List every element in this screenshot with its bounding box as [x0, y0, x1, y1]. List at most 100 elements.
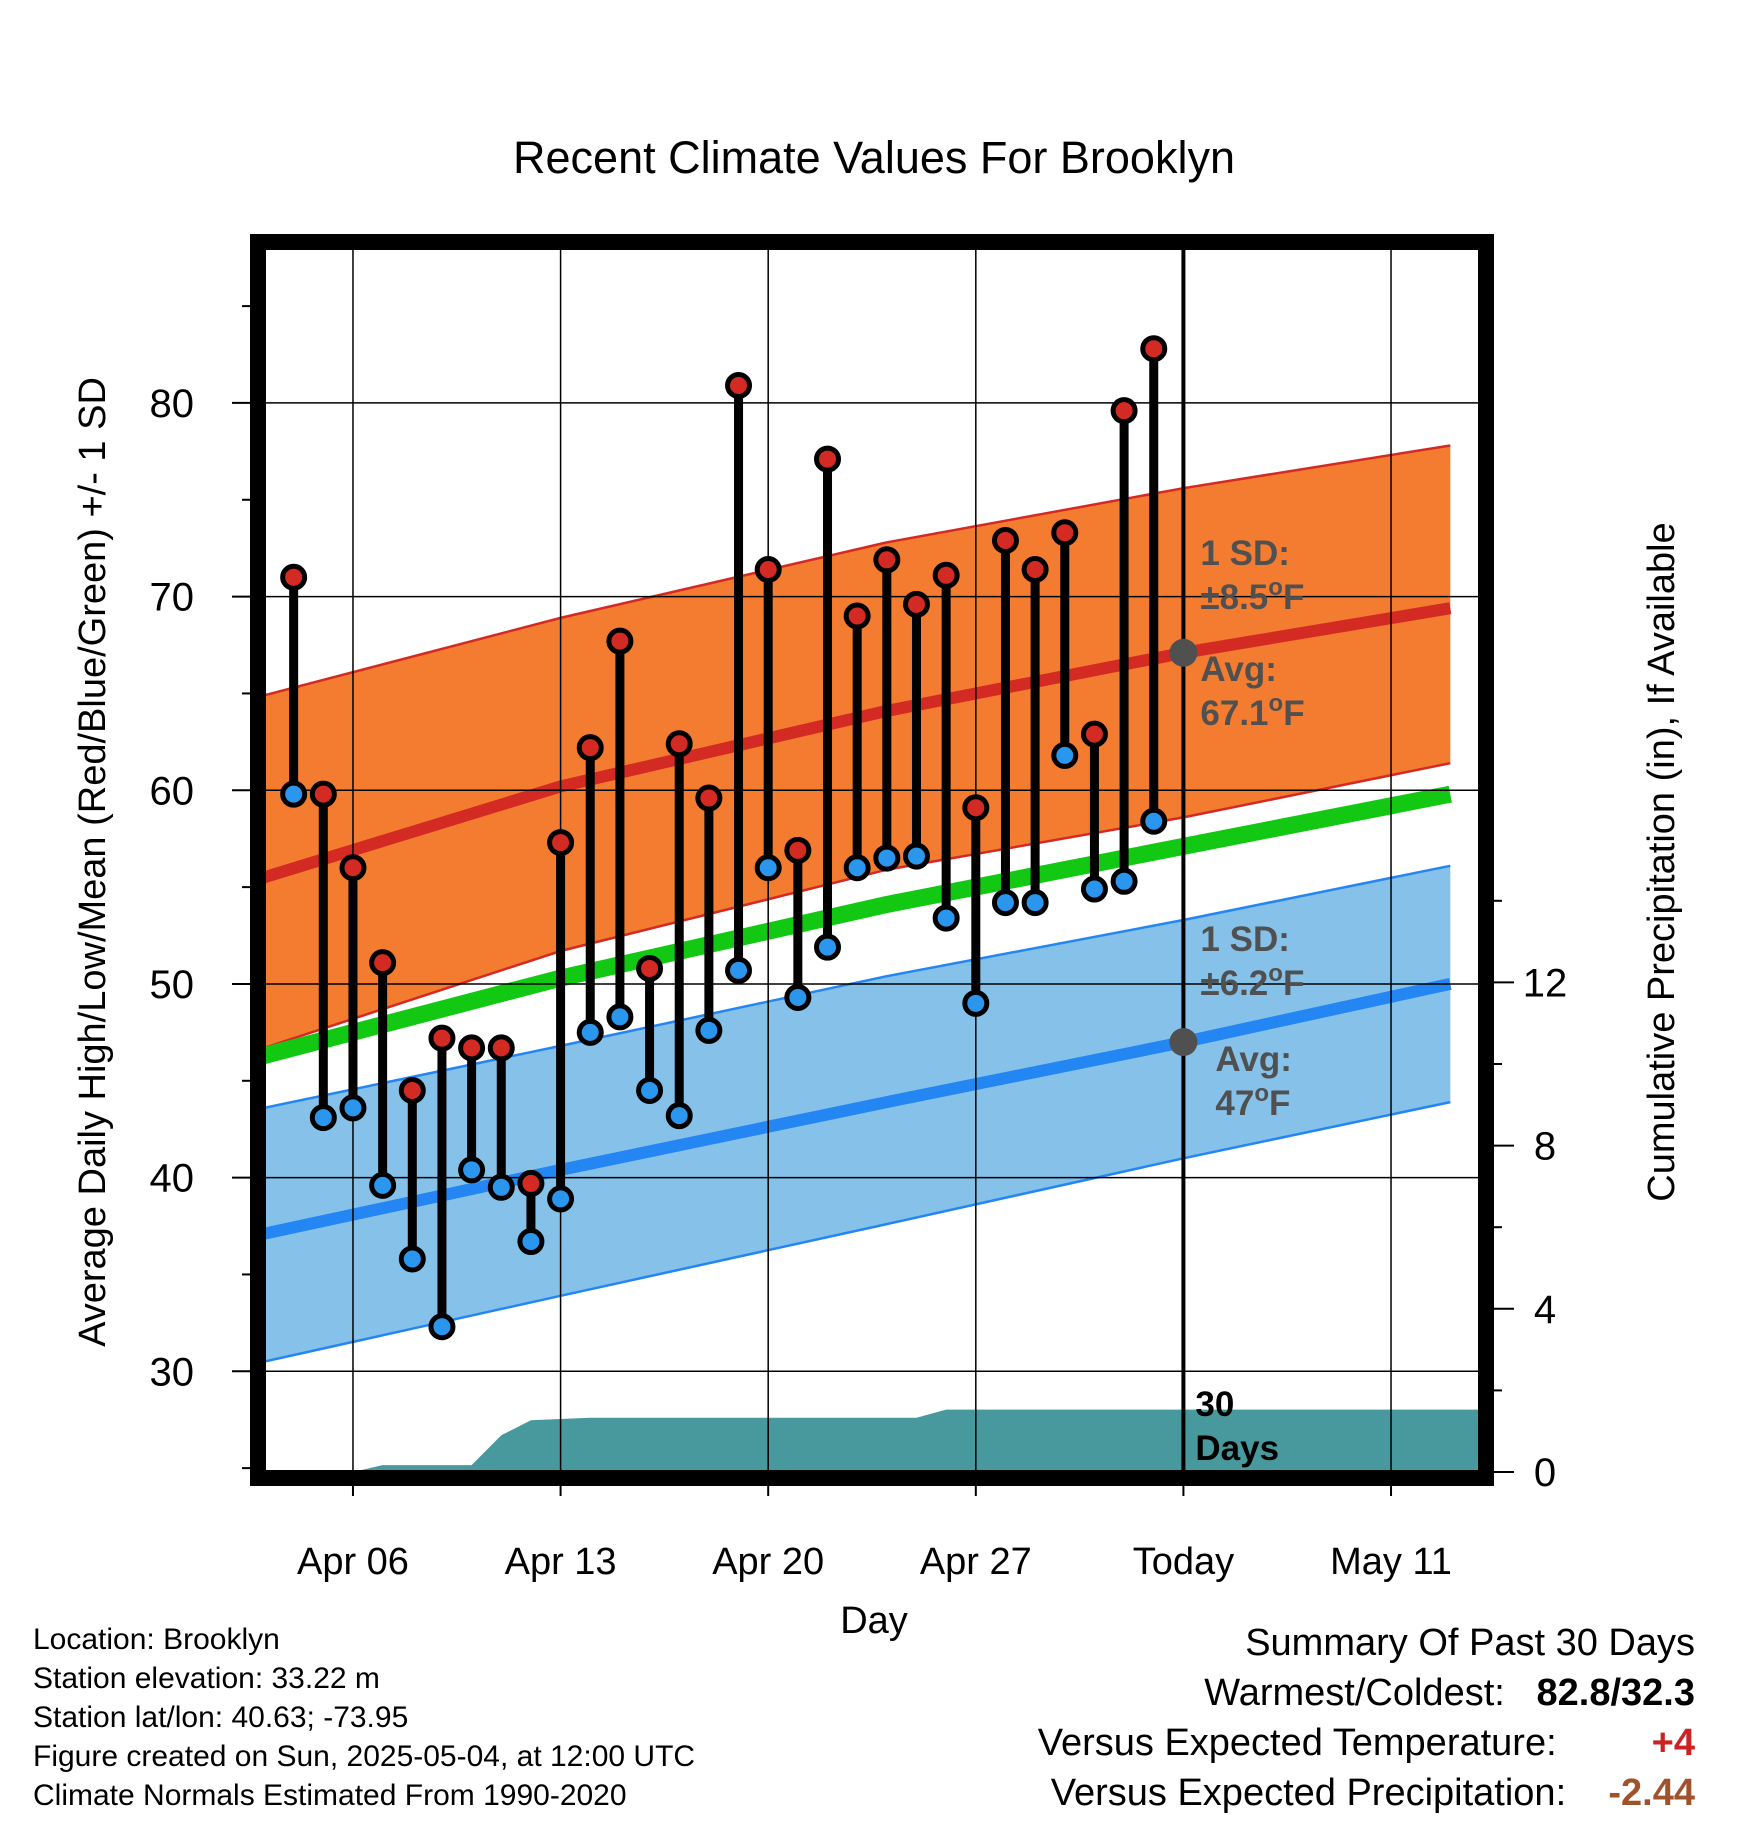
created-text: Figure created on Sun, 2025-05-04, at 12…: [33, 1740, 696, 1773]
daily-low-point: [1021, 889, 1049, 917]
daily-high-point: [725, 372, 753, 400]
daily-high-point: [1051, 519, 1079, 547]
summary-precip-row: Versus Expected Precipitation: -2.44: [1038, 1768, 1695, 1818]
x-axis-label: Day: [840, 1600, 908, 1642]
daily-high-point: [576, 734, 604, 762]
normals-text: Climate Normals Estimated From 1990-2020: [33, 1779, 627, 1812]
daily-high-point: [280, 563, 308, 591]
daily-low-point: [1140, 807, 1168, 835]
warm-cold-label: Warmest/Coldest:: [1204, 1672, 1505, 1714]
y2-axis-label: Cumulative Precipitation (in), If Availa…: [1641, 522, 1683, 1201]
daily-low-point: [1110, 867, 1138, 895]
daily-high-point: [606, 627, 634, 655]
daily-high-point: [398, 1076, 426, 1104]
daily-low-point: [725, 956, 753, 984]
high-avg-annotation-line2: 67.1oF: [1200, 690, 1304, 733]
daily-low-point: [339, 1094, 367, 1122]
x-tick-label: Apr 13: [505, 1541, 617, 1583]
precip-label: Versus Expected Precipitation:: [1050, 1772, 1567, 1814]
temp-value: +4: [1651, 1722, 1695, 1764]
daily-high-point: [517, 1169, 545, 1197]
daily-low-point: [754, 854, 782, 882]
daily-high-point: [1080, 720, 1108, 748]
station-info: Location: Brooklyn Station elevation: 33…: [33, 1620, 695, 1815]
daily-high-point: [873, 546, 901, 574]
daily-high-point: [458, 1034, 486, 1062]
y2-tick-label: 12: [1523, 961, 1568, 1005]
daily-low-point: [280, 780, 308, 808]
daily-low-point: [636, 1076, 664, 1104]
daily-high-point: [1110, 397, 1138, 425]
low-avg-annotation-line1: Avg:: [1215, 1040, 1291, 1079]
x-tick-label: Today: [1133, 1541, 1234, 1583]
days-label-line2: Days: [1195, 1429, 1279, 1468]
daily-high-point: [547, 829, 575, 857]
daily-low-point: [1051, 741, 1079, 769]
plot-frame: [250, 234, 1494, 1486]
latlon-text: Station lat/lon: 40.63; -73.95: [33, 1701, 409, 1734]
high-sd-upper-edge: [264, 444, 1451, 697]
daily-low-point: [873, 844, 901, 872]
daily-high-point: [932, 561, 960, 589]
daily-low-point: [991, 889, 1019, 917]
high-sd-annotation-line2: ±8.5oF: [1200, 574, 1304, 617]
precip-value: -2.44: [1608, 1772, 1695, 1814]
y-tick-label: 30: [150, 1350, 195, 1394]
low-sd-lower-edge: [264, 1100, 1451, 1363]
summary-temp-row: Versus Expected Temperature: +4: [1038, 1718, 1695, 1768]
low-sd-upper-edge: [264, 864, 1451, 1110]
daily-low-point: [784, 984, 812, 1012]
today-high-avg-marker: [1169, 638, 1198, 667]
daily-low-point: [369, 1171, 397, 1199]
daily-high-point: [309, 780, 337, 808]
daily-low-point: [843, 854, 871, 882]
daily-high-point: [754, 555, 782, 583]
low-sd-annotation-line2: ±6.2oF: [1200, 960, 1304, 1003]
normal-low-line: [264, 978, 1452, 1240]
chart-title: Recent Climate Values For Brooklyn: [513, 132, 1235, 183]
y2-tick-label: 8: [1534, 1125, 1556, 1169]
daily-high-point: [814, 445, 842, 473]
daily-high-point: [991, 526, 1019, 554]
daily-low-point: [606, 1003, 634, 1031]
daily-low-point: [814, 933, 842, 961]
daily-low-point: [309, 1104, 337, 1132]
temp-label: Versus Expected Temperature:: [1037, 1722, 1557, 1764]
daily-low-point: [547, 1185, 575, 1213]
daily-low-point: [517, 1228, 545, 1256]
y-tick-label: 80: [150, 382, 195, 426]
summary-heading: Summary Of Past 30 Days: [1245, 1622, 1695, 1664]
daily-low-point: [962, 989, 990, 1017]
daily-high-point: [1021, 555, 1049, 583]
daily-high-point: [843, 602, 871, 630]
daily-high-point: [339, 854, 367, 882]
y-axis-label: Average Daily High/Low/Mean (Red/Blue/Gr…: [72, 377, 114, 1347]
y-tick-label: 50: [150, 963, 195, 1007]
summary-panel: Summary Of Past 30 Days Warmest/Coldest:…: [1038, 1618, 1695, 1818]
x-tick-label: May 11: [1330, 1541, 1452, 1583]
precipitation-area: [264, 1409, 1480, 1472]
daily-low-point: [576, 1018, 604, 1046]
x-tick-label: Apr 27: [920, 1541, 1032, 1583]
low-avg-annotation-line2: 47oF: [1215, 1080, 1290, 1123]
daily-high-point: [665, 730, 693, 758]
daily-high-point: [962, 794, 990, 822]
daily-high-point: [369, 949, 397, 977]
daily-low-point: [902, 842, 930, 870]
x-tick-label: Apr 06: [297, 1541, 409, 1583]
y-tick-label: 40: [150, 1157, 195, 1201]
daily-high-point: [487, 1034, 515, 1062]
elevation-text: Station elevation: 33.22 m: [33, 1662, 380, 1695]
daily-high-point: [784, 836, 812, 864]
daily-high-point: [902, 590, 930, 618]
daily-low-point: [458, 1156, 486, 1184]
plot-area: [264, 248, 1480, 1472]
y2-tick-label: 4: [1534, 1288, 1556, 1332]
daily-high-point: [428, 1024, 456, 1052]
warm-cold-value: 82.8/32.3: [1536, 1672, 1695, 1714]
days-label-line1: 30: [1195, 1385, 1234, 1424]
location-text: Location: Brooklyn: [33, 1623, 280, 1656]
today-low-avg-marker: [1169, 1028, 1198, 1057]
daily-high-point: [1140, 335, 1168, 363]
